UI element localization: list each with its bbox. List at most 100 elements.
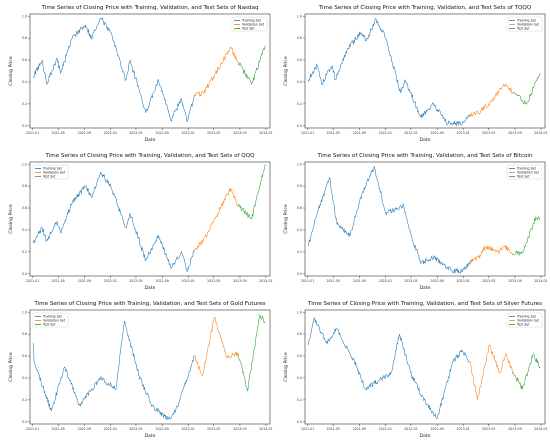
- plot-frame: [304, 309, 546, 425]
- x-tick-label: 2021-01: [301, 131, 314, 135]
- x-tick-label: 2021-05: [326, 427, 339, 431]
- x-tick-label: 2022-05: [404, 279, 417, 283]
- chart-panel: Time Series of Closing Price with Traini…: [275, 0, 550, 148]
- y-tick-label: 0.2: [22, 250, 27, 254]
- x-tick-label: 2021-09: [353, 279, 366, 283]
- legend-label: Validation Set: [517, 319, 540, 323]
- chart-panel: Time Series of Closing Price with Traini…: [0, 148, 275, 296]
- legend-label: Validation Set: [517, 171, 540, 175]
- x-tick-label: 2021-01: [26, 131, 39, 135]
- x-tick-label: 2023-09: [233, 279, 246, 283]
- chart-svg: Time Series of Closing Price with Traini…: [8, 301, 273, 439]
- chart-svg: Time Series of Closing Price with Traini…: [283, 5, 548, 143]
- series-line: [307, 317, 470, 420]
- x-tick-label: 2023-01: [181, 131, 194, 135]
- x-tick-label: 2023-09: [508, 427, 521, 431]
- x-tick-label: 2022-05: [404, 427, 417, 431]
- y-tick-label: 0.6: [297, 206, 302, 210]
- x-tick-label: 2022-09: [155, 279, 168, 283]
- x-tick-label: 2024-01: [259, 131, 272, 135]
- x-tick-label: 2021-09: [353, 427, 366, 431]
- y-tick-label: 0.8: [297, 332, 302, 336]
- x-tick-label: 2021-09: [78, 427, 91, 431]
- x-tick-label: 2021-05: [326, 131, 339, 135]
- x-tick-label: 2022-01: [104, 131, 117, 135]
- x-axis-label: Date: [420, 285, 431, 291]
- y-tick-label: 0.8: [22, 332, 27, 336]
- y-tick-label: 0.4: [22, 376, 27, 380]
- x-tick-label: 2023-05: [482, 279, 495, 283]
- x-tick-label: 2023-09: [233, 131, 246, 135]
- legend-label: Training Set: [241, 19, 262, 23]
- series-line: [237, 314, 266, 392]
- y-tick-label: 0.0: [22, 124, 27, 128]
- y-tick-label: 0.0: [297, 124, 302, 128]
- y-tick-label: 0.8: [297, 184, 302, 188]
- series-line: [237, 45, 266, 85]
- y-tick-label: 0.0: [22, 272, 27, 276]
- legend-box: [231, 16, 268, 32]
- series-line: [194, 46, 239, 97]
- legend-box: [506, 164, 543, 180]
- chart-svg: Time Series of Closing Price with Traini…: [8, 153, 273, 291]
- x-tick-label: 2024-01: [534, 279, 547, 283]
- series-line: [307, 166, 470, 274]
- y-axis-label: Closing Price: [8, 56, 14, 86]
- plot-frame: [304, 161, 546, 277]
- chart-panel: Time Series of Closing Price with Traini…: [0, 0, 275, 148]
- y-tick-label: 0.4: [297, 376, 302, 380]
- legend-label: Training Set: [516, 167, 537, 171]
- y-tick-label: 0.6: [22, 58, 27, 62]
- legend-label: Training Set: [42, 167, 63, 171]
- series-line: [32, 171, 195, 272]
- y-tick-label: 0.4: [297, 228, 302, 232]
- y-tick-label: 0.4: [297, 80, 302, 84]
- chart-title: Time Series of Closing Price with Traini…: [318, 5, 532, 11]
- x-tick-label: 2024-01: [259, 427, 272, 431]
- y-tick-label: 0.8: [297, 36, 302, 40]
- x-axis-label: Date: [420, 433, 431, 439]
- y-tick-label: 0.4: [22, 228, 27, 232]
- y-tick-label: 0.8: [22, 36, 27, 40]
- series-line: [32, 17, 195, 122]
- legend-box: [32, 164, 69, 180]
- x-tick-label: 2022-09: [430, 279, 443, 283]
- y-axis-label: Closing Price: [283, 204, 289, 234]
- x-tick-label: 2024-01: [259, 279, 272, 283]
- x-tick-label: 2023-01: [456, 427, 469, 431]
- chart-title: Time Series of Closing Price with Traini…: [41, 5, 259, 11]
- x-tick-label: 2021-09: [353, 131, 366, 135]
- y-tick-label: 1.0: [297, 14, 302, 18]
- plot-frame: [29, 161, 271, 277]
- x-tick-label: 2024-01: [534, 131, 547, 135]
- x-tick-label: 2023-05: [207, 427, 220, 431]
- chart-svg: Time Series of Closing Price with Traini…: [283, 153, 548, 291]
- y-tick-label: 1.0: [297, 162, 302, 166]
- series-line: [512, 353, 541, 390]
- legend-label: Test Set: [516, 27, 530, 31]
- y-tick-label: 0.0: [297, 272, 302, 276]
- y-tick-label: 0.2: [22, 102, 27, 106]
- x-tick-label: 2022-09: [430, 131, 443, 135]
- x-tick-label: 2022-01: [379, 279, 392, 283]
- legend-box: [506, 16, 543, 32]
- series-line: [513, 216, 541, 256]
- x-tick-label: 2021-01: [26, 427, 39, 431]
- plot-frame: [29, 13, 271, 129]
- x-tick-label: 2022-09: [155, 131, 168, 135]
- y-tick-label: 1.0: [22, 310, 27, 314]
- series-line: [194, 316, 239, 377]
- x-tick-label: 2022-05: [129, 427, 142, 431]
- y-axis-label: Closing Price: [283, 352, 289, 382]
- chart-panel: Time Series of Closing Price with Traini…: [275, 296, 550, 444]
- series-line: [469, 83, 514, 118]
- x-tick-label: 2022-05: [129, 131, 142, 135]
- x-tick-label: 2024-01: [534, 427, 547, 431]
- y-tick-label: 1.0: [22, 162, 27, 166]
- x-axis-label: Date: [145, 285, 156, 291]
- legend-label: Test Set: [516, 323, 530, 327]
- x-tick-label: 2022-05: [129, 279, 142, 283]
- y-tick-label: 0.2: [297, 102, 302, 106]
- chart-title: Time Series of Closing Price with Traini…: [33, 301, 265, 307]
- legend-label: Training Set: [42, 315, 63, 319]
